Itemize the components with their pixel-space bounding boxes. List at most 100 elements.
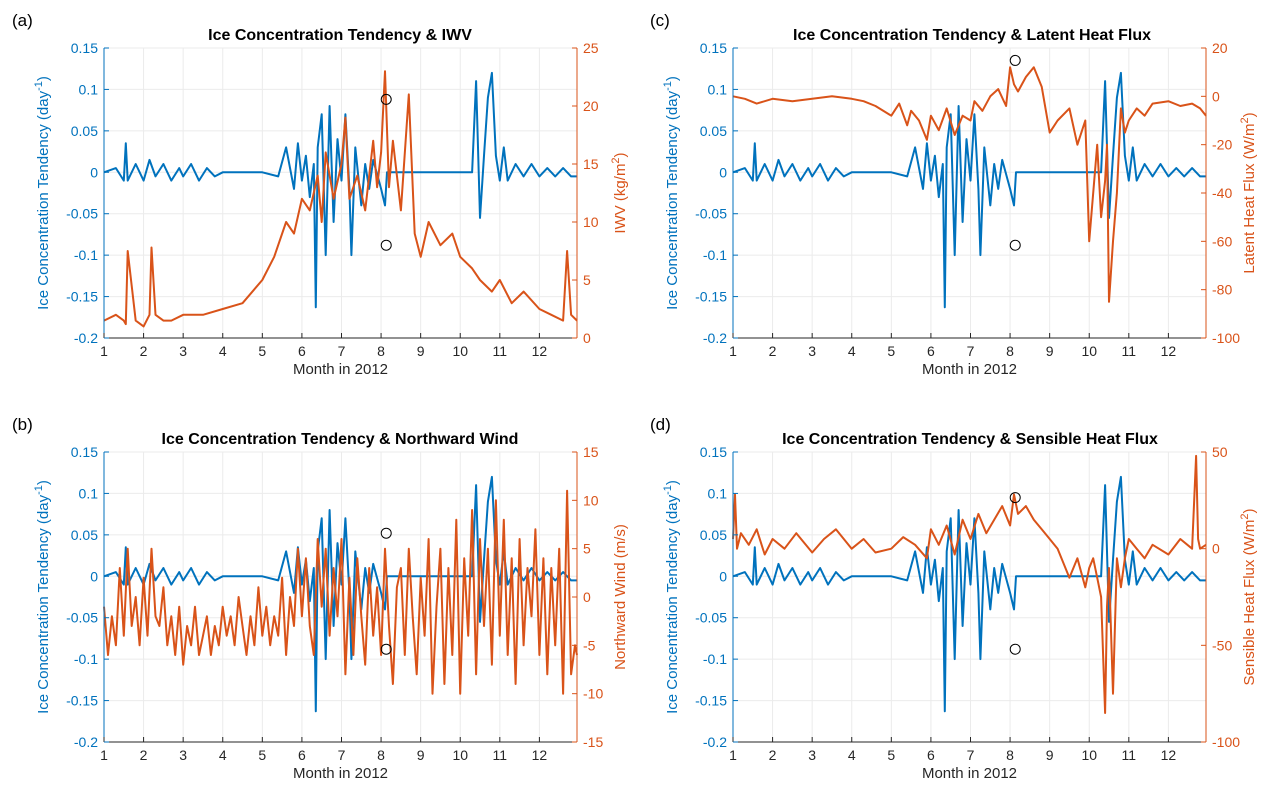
marker-circle <box>1009 492 1021 504</box>
marker-circle <box>380 93 392 105</box>
y-tick-label-right: -20 <box>1212 137 1232 153</box>
x-tick-label: 8 <box>1006 747 1014 763</box>
x-tick-label: 1 <box>729 343 737 359</box>
x-tick-label: 4 <box>219 747 227 763</box>
y-tick-label-left: -0.15 <box>66 289 98 305</box>
y-tick-label-left: 0 <box>719 164 727 180</box>
x-tick-label: 9 <box>417 343 425 359</box>
series-line-ice-concentration-tendency <box>103 71 577 309</box>
x-axis-label: Month in 2012 <box>922 361 1017 378</box>
panel-c: (c) Ice Concentration Tendency & Latent … <box>650 11 1258 378</box>
y-tick-label-left: 0.15 <box>700 444 727 460</box>
y-axis-label-left: Ice Concentration Tendency (day-1) <box>33 480 52 714</box>
y-tick-label-left: 0 <box>90 164 98 180</box>
y-tick-label-left: 0 <box>719 568 727 584</box>
y-tick-label-left: -0.2 <box>74 330 98 346</box>
y-axis-label-right-sup: 2 <box>1239 513 1251 519</box>
y-axis-label-left: Ice Concentration Tendency (day-1) <box>662 76 681 310</box>
y-tick-label-right: 50 <box>1212 444 1228 460</box>
y-tick-label-left: -0.2 <box>703 734 727 750</box>
marker-circle <box>380 643 392 655</box>
x-tick-label: 6 <box>298 747 306 763</box>
panel-d: (d) Ice Concentration Tendency & Sensibl… <box>650 415 1258 782</box>
x-tick-label: 10 <box>1081 747 1097 763</box>
x-tick-label: 1 <box>100 343 108 359</box>
y-tick-label-right: 15 <box>583 444 599 460</box>
series-line-ice-concentration-tendency <box>732 475 1206 713</box>
y-axis-label-right-close: ) <box>1241 508 1258 513</box>
y-tick-label-right: 10 <box>583 214 599 230</box>
y-tick-label-left: 0.1 <box>708 81 728 97</box>
y-tick-label-right: -10 <box>583 686 603 702</box>
panel-label: (b) <box>12 415 33 434</box>
y-tick-label-right: 10 <box>583 492 599 508</box>
y-axis-label-right: Latent Heat Flux (W/m2) <box>1239 112 1258 273</box>
x-tick-label: 5 <box>258 343 266 359</box>
y-axis-label-left-sup: -1 <box>662 81 674 91</box>
plot-area: 1 2 3 4 5 6 7 8 9 10 11 12-0.2-0.15-0.1-0.0500.050.… <box>33 40 629 378</box>
marker-circle <box>1009 239 1021 251</box>
y-axis-label-right: Sensible Heat Flux (W/m2) <box>1239 508 1258 685</box>
x-tick-label: 10 <box>452 343 468 359</box>
x-tick-label: 11 <box>493 747 508 763</box>
y-tick-label-right: -50 <box>1212 637 1232 653</box>
y-tick-label-left: -0.05 <box>66 610 98 626</box>
y-tick-label-right: -5 <box>583 637 596 653</box>
x-tick-label: 5 <box>887 747 895 763</box>
y-tick-label-left: 0.15 <box>71 444 98 460</box>
x-tick-label: 3 <box>179 747 187 763</box>
chart-title: Ice Concentration Tendency & Sensible He… <box>782 431 1158 448</box>
y-axis-label-left-sup: -1 <box>33 81 45 91</box>
x-axis-label: Month in 2012 <box>922 765 1017 782</box>
x-tick-label: 7 <box>967 343 975 359</box>
y-axis-label-right: IWV (kg/m2) <box>610 152 629 233</box>
y-axis-label-right-close: ) <box>612 152 629 157</box>
y-tick-label-right: -60 <box>1212 233 1232 249</box>
marker-circle <box>380 239 392 251</box>
y-tick-label-left: -0.05 <box>695 206 727 222</box>
x-tick-label: 5 <box>258 747 266 763</box>
x-tick-label: 10 <box>452 747 468 763</box>
y-tick-label-right: 0 <box>583 589 591 605</box>
y-axis-label-left-close: ) <box>35 76 52 81</box>
y-tick-label-left: -0.15 <box>695 289 727 305</box>
y-axis-label-right-sup: 2 <box>1239 117 1251 123</box>
panel-b: (b) Ice Concentration Tendency & Northwa… <box>12 415 629 782</box>
y-tick-label-right: 0 <box>1212 88 1220 104</box>
series-line-sensible-heat-flux <box>732 454 1207 714</box>
x-tick-label: 12 <box>1161 747 1177 763</box>
series-line-latent-heat-flux <box>732 66 1207 303</box>
x-axis-label: Month in 2012 <box>293 361 388 378</box>
y-tick-label-right: 0 <box>1212 541 1220 557</box>
x-tick-label: 7 <box>338 343 346 359</box>
x-tick-label: 10 <box>1081 343 1097 359</box>
y-tick-label-right: 5 <box>583 541 591 557</box>
y-axis-label-left-close: ) <box>664 480 681 485</box>
y-axis-label-left-sup: -1 <box>662 485 674 495</box>
y-tick-label-left: 0.05 <box>700 527 727 543</box>
chart-title: Ice Concentration Tendency & IWV <box>208 27 472 44</box>
x-tick-label: 8 <box>377 343 385 359</box>
series-line-ice-concentration-tendency <box>732 71 1206 309</box>
panel-label: (c) <box>650 11 670 30</box>
x-tick-label: 12 <box>532 747 548 763</box>
y-tick-label-left: 0 <box>90 568 98 584</box>
x-tick-label: 11 <box>1122 343 1137 359</box>
y-tick-label-left: 0.1 <box>79 81 99 97</box>
plot-area: 1 2 3 4 5 6 7 8 9 10 11 12-0.2-0.15-0.1-0.0500.050.… <box>662 40 1258 378</box>
y-tick-label-left: 0.15 <box>700 40 727 56</box>
y-tick-label-right: 0 <box>583 330 591 346</box>
y-tick-label-left: -0.15 <box>695 693 727 709</box>
y-axis-label-right-sup: 2 <box>610 157 622 163</box>
x-tick-label: 7 <box>967 747 975 763</box>
y-tick-label-left: 0.05 <box>700 123 727 139</box>
y-tick-label-left: 0.1 <box>708 485 728 501</box>
y-tick-label-right: 5 <box>583 272 591 288</box>
y-tick-label-left: 0.05 <box>71 527 98 543</box>
marker-circle <box>1009 643 1021 655</box>
x-tick-label: 3 <box>808 747 816 763</box>
x-tick-label: 2 <box>140 343 148 359</box>
x-tick-label: 11 <box>493 343 508 359</box>
y-tick-label-right: -80 <box>1212 282 1232 298</box>
